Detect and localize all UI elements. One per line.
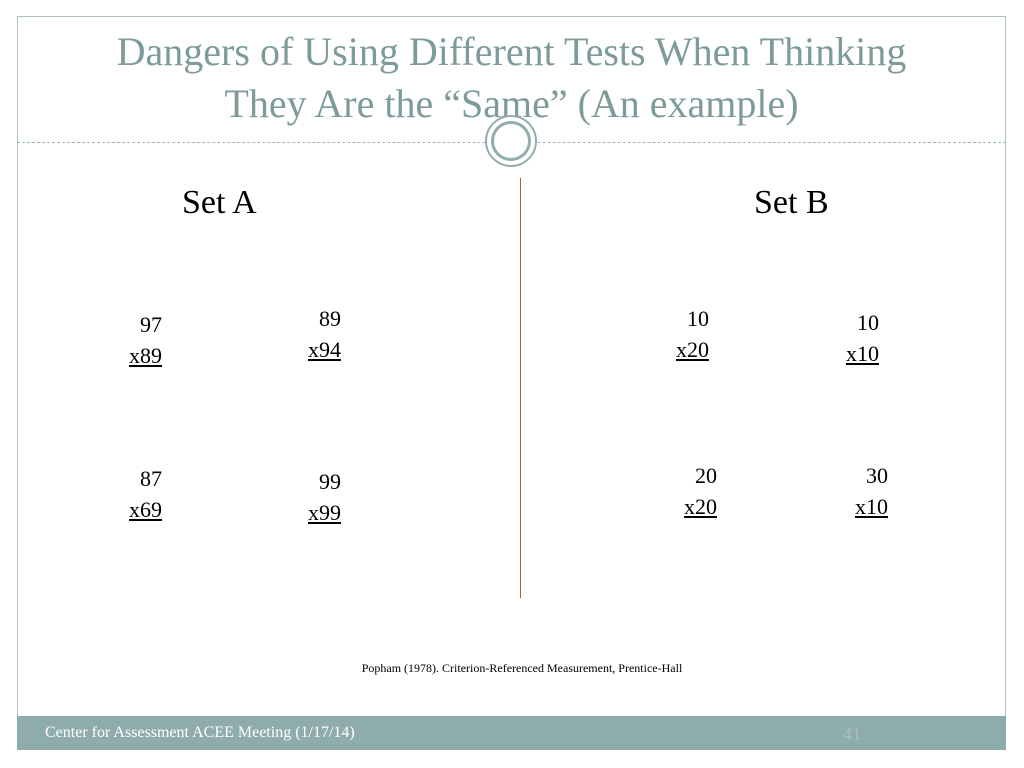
multiplicand: 10	[687, 306, 709, 331]
multiplicand: 10	[857, 310, 879, 335]
multiplier: x89	[129, 343, 162, 368]
footer-text: Center for Assessment ACEE Meeting (1/17…	[45, 724, 355, 741]
citation: Popham (1978). Criterion-Referenced Meas…	[361, 661, 683, 675]
multiplier: x69	[129, 497, 162, 522]
column-divider-line	[520, 178, 521, 598]
set-b-problem-1: 10 x20	[676, 303, 709, 365]
set-b-problem-3: 20 x20	[684, 460, 717, 522]
multiplier: x94	[308, 337, 341, 362]
multiplier: x20	[676, 337, 709, 362]
set-b-problem-2: 10 x10	[846, 307, 879, 369]
multiplicand: 99	[319, 469, 341, 494]
multiplicand: 89	[319, 306, 341, 331]
set-a-problem-4: 99 x99	[308, 466, 341, 528]
multiplicand: 87	[140, 466, 162, 491]
page-number: 41	[843, 724, 861, 744]
multiplier: x20	[684, 494, 717, 519]
set-a-problem-2: 89 x94	[308, 303, 341, 365]
set-b-problem-4: 30 x10	[855, 460, 888, 522]
set-b-heading: Set B	[754, 184, 829, 221]
set-a-problem-3: 87 x69	[129, 463, 162, 525]
multiplicand: 97	[140, 312, 162, 337]
divider-circle-ornament	[485, 115, 537, 167]
title-line-1: Dangers of Using Different Tests When Th…	[116, 29, 907, 74]
multiplicand: 30	[866, 463, 888, 488]
set-a-problem-1: 97 x89	[129, 309, 162, 371]
multiplier: x10	[855, 494, 888, 519]
multiplier: x10	[846, 341, 879, 366]
multiplier: x99	[308, 500, 341, 525]
footer-bar: Center for Assessment ACEE Meeting (1/17…	[17, 716, 1006, 750]
set-a-heading: Set A	[182, 184, 257, 221]
multiplicand: 20	[695, 463, 717, 488]
